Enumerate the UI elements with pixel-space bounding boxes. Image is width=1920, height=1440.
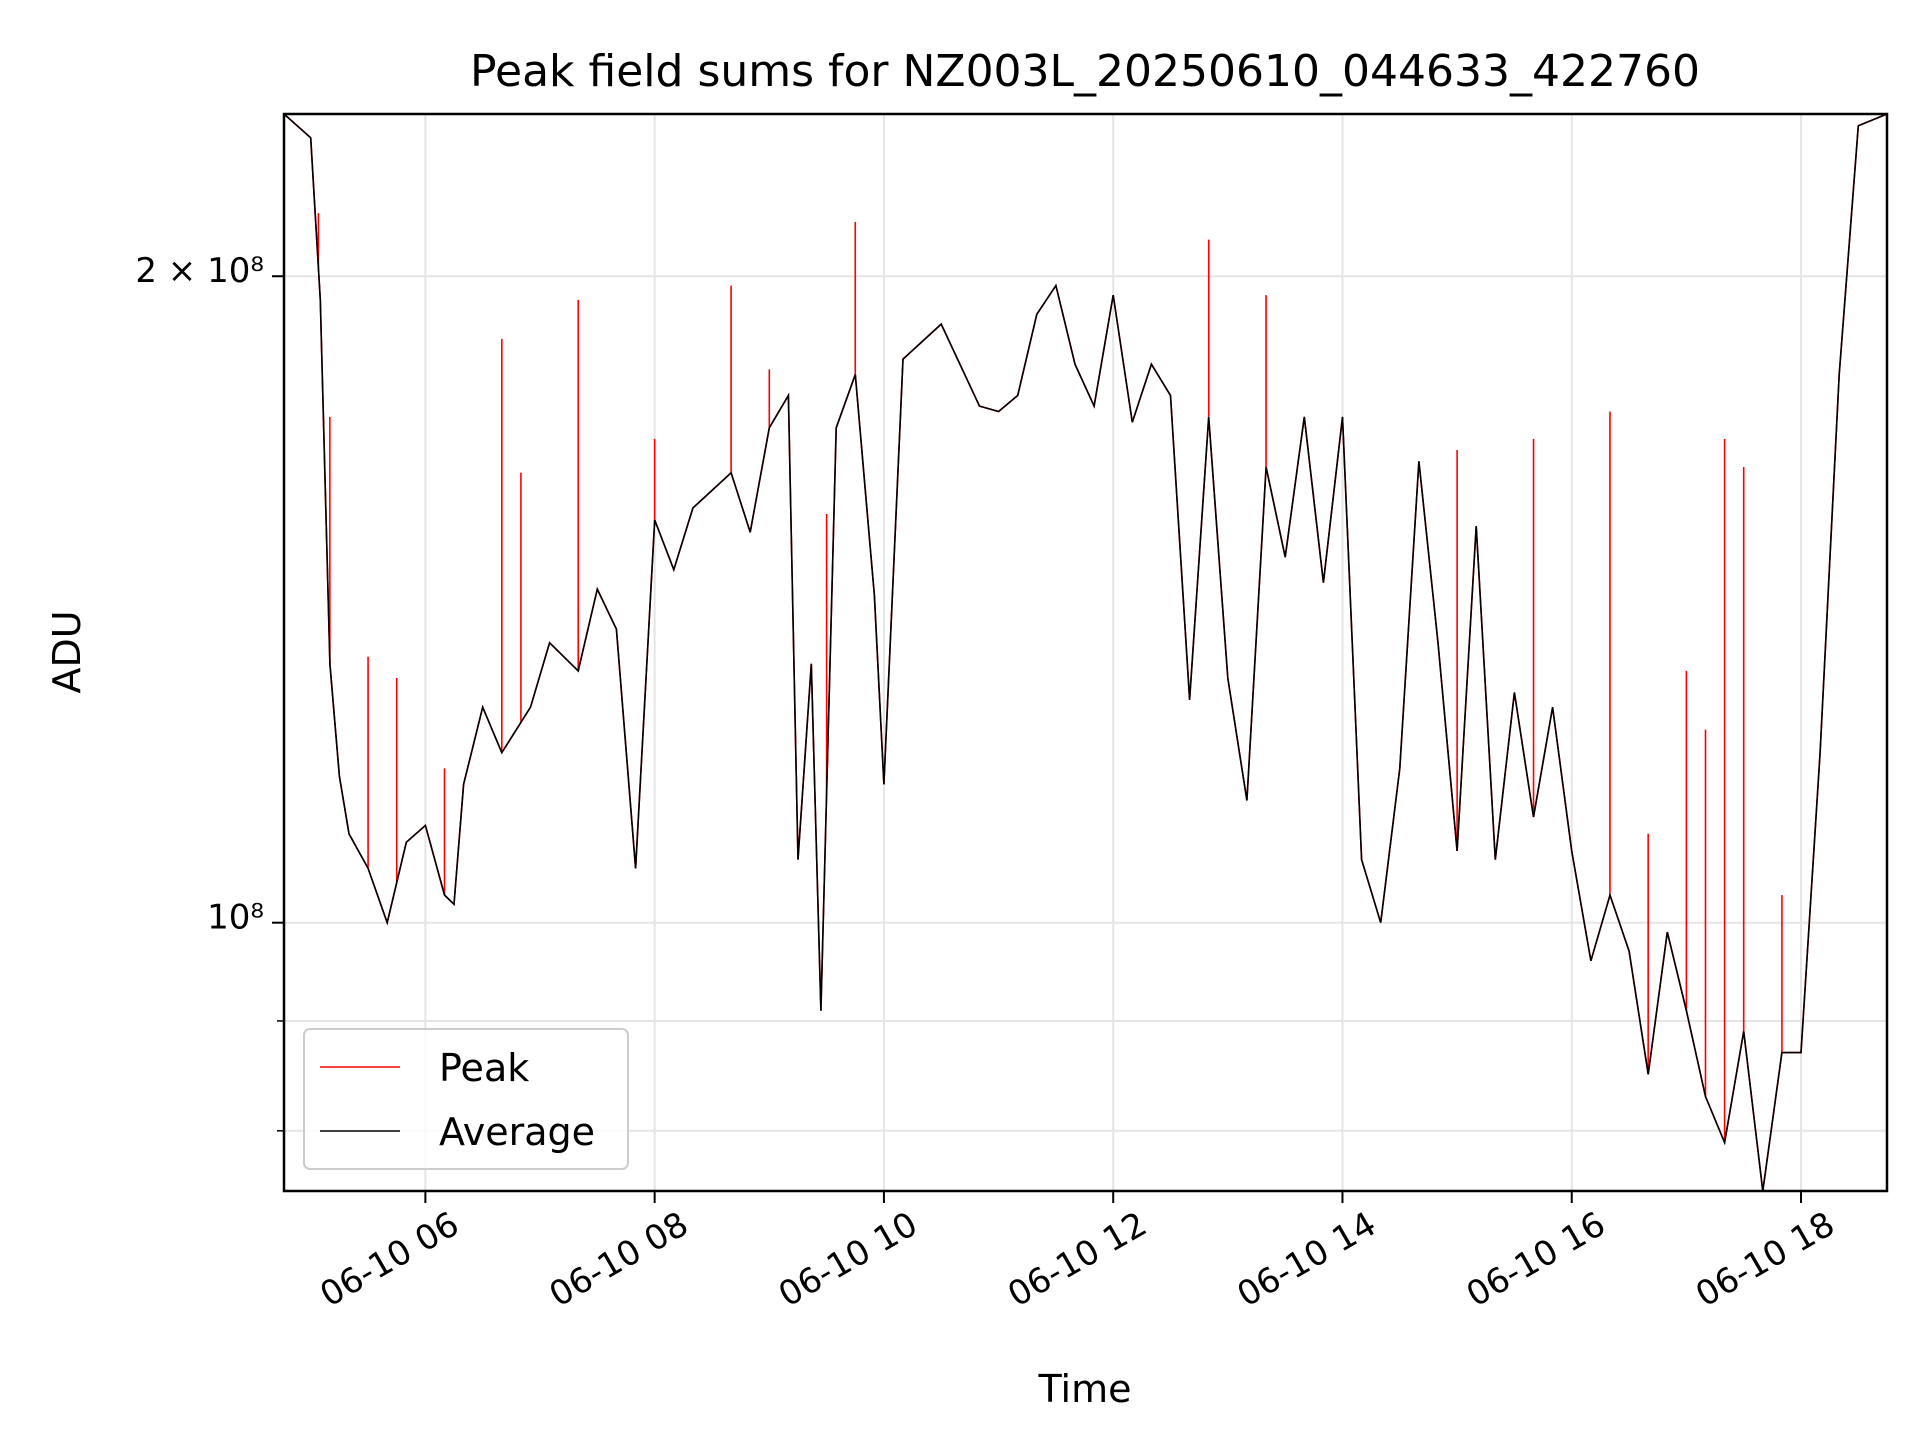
x-axis-label: Time — [1038, 1367, 1132, 1411]
plot-area — [283, 113, 1888, 1192]
chart-title: Peak field sums for NZ003L_20250610_0446… — [470, 46, 1700, 97]
y-axis-label: ADU — [45, 610, 89, 693]
legend-peak-label: Peak — [439, 1046, 529, 1090]
legend-box — [303, 1028, 629, 1170]
legend: Peak Average — [303, 1028, 629, 1170]
y-tick-label: 10⁸ — [207, 898, 264, 938]
average-series-line — [283, 113, 1888, 1192]
y-axis: 2 × 10⁸ 10⁸ — [135, 251, 284, 1132]
y-tick-label: 2 × 10⁸ — [135, 251, 264, 291]
plot-frame — [282, 112, 1889, 1193]
legend-average-label: Average — [439, 1110, 595, 1154]
